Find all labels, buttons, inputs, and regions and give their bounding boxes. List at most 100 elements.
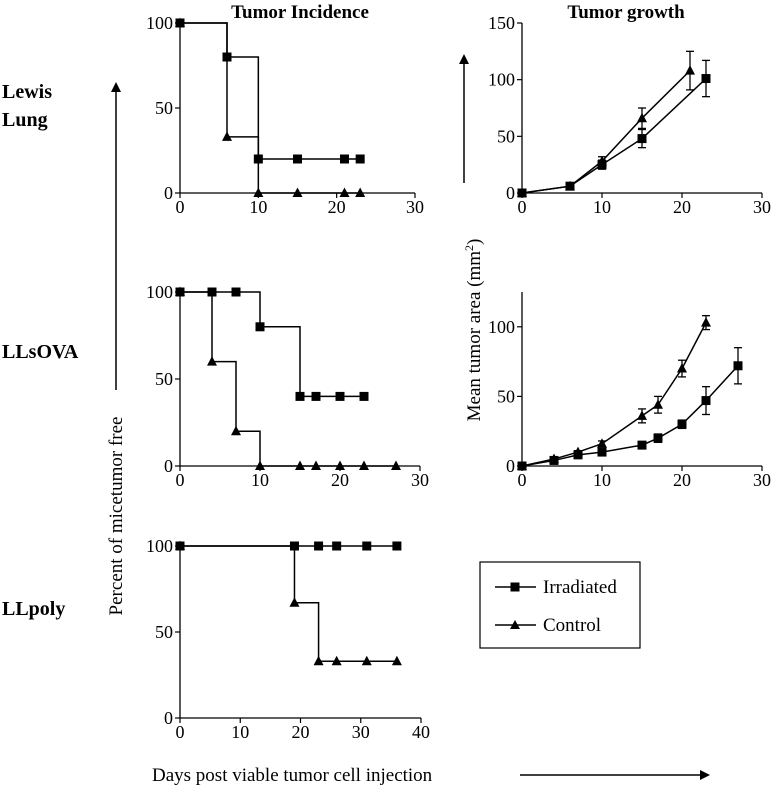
y-tick-label: 0	[506, 183, 515, 203]
row-label-llsova: LLsOVA	[2, 341, 79, 363]
data-point-irradiated	[677, 419, 687, 429]
data-point-control	[295, 460, 305, 470]
data-point-control	[565, 180, 575, 191]
data-point-control	[597, 155, 607, 166]
data-point-control	[335, 460, 345, 470]
y-tick-label: 100	[488, 317, 515, 337]
x-tick-label: 20	[673, 197, 691, 217]
data-point-irradiated	[733, 361, 743, 371]
x-tick-label: 20	[328, 197, 346, 217]
x-tick-label: 10	[251, 470, 269, 490]
legend-marker-control	[510, 620, 520, 629]
left-axis-label: Percent of micetumor free	[106, 417, 127, 616]
x-tick-label: 10	[249, 197, 267, 217]
row-label-llpoly: LLpoly	[2, 598, 65, 620]
series-line-irradiated	[521, 365, 739, 467]
data-point-control	[361, 655, 372, 666]
x-tick-label: 0	[176, 470, 185, 490]
y-tick-label: 50	[155, 369, 173, 389]
x-tick-label: 0	[518, 470, 527, 490]
panel-llpoly-incidence: 0 50 100 0 10 20 30 40	[146, 536, 430, 742]
data-point-control	[597, 438, 607, 448]
x-tick-label: 0	[176, 197, 185, 217]
data-point-control	[253, 187, 264, 197]
x-tick-label: 10	[231, 722, 249, 742]
data-point-control	[359, 460, 369, 470]
x-tick-label: 0	[518, 197, 527, 217]
data-point-control	[573, 446, 583, 457]
data-point-control	[231, 425, 241, 436]
right-axis-label: Mean tumor area (mm2)	[462, 239, 485, 422]
legend-box	[479, 561, 641, 649]
data-point-irradiated	[701, 74, 711, 84]
x-tick-label: 0	[176, 722, 185, 742]
x-tick-label: 20	[673, 470, 691, 490]
data-point-irradiated	[637, 134, 647, 144]
data-point-irradiated	[701, 396, 711, 406]
data-point-control	[222, 131, 232, 141]
y-tick-label: 150	[488, 13, 515, 33]
legend: Irradiated Control	[479, 561, 641, 649]
data-point-control	[637, 410, 647, 420]
legend-label-control: Control	[543, 615, 601, 636]
data-point-control	[175, 17, 185, 27]
series-line-control	[521, 70, 691, 194]
column-title-incidence: Tumor Incidence	[231, 2, 369, 23]
data-point-control	[517, 187, 527, 197]
legend-label-irradiated: Irradiated	[543, 577, 617, 598]
data-point-control	[313, 655, 324, 666]
series-line-control	[180, 545, 397, 662]
y-tick-label: 100	[146, 13, 173, 33]
y-tick-label: 100	[488, 70, 515, 90]
data-point-irradiated	[637, 440, 647, 450]
data-point-control	[677, 363, 687, 373]
data-point-control	[355, 187, 366, 197]
data-point-irradiated	[362, 541, 372, 551]
y-tick-label: 0	[164, 456, 173, 476]
data-point-control	[311, 460, 321, 470]
data-point-control	[653, 399, 663, 409]
x-tick-label: 30	[406, 197, 424, 217]
data-point-control	[391, 655, 402, 666]
panel-llsova-incidence: 0 50 100 0 10 20 30	[146, 282, 429, 490]
row-label-lewis-line2: Lung	[2, 109, 48, 131]
data-point-irradiated	[359, 391, 369, 401]
data-point-irradiated	[392, 541, 402, 551]
series-line-control	[521, 322, 707, 467]
x-tick-label: 30	[352, 722, 370, 742]
data-point-irradiated	[311, 391, 321, 401]
y-tick-label: 50	[155, 98, 173, 118]
data-point-control	[175, 540, 185, 550]
data-point-control	[637, 112, 647, 123]
y-tick-label: 100	[146, 536, 173, 556]
data-point-irradiated	[332, 541, 342, 551]
data-point-irradiated	[597, 447, 607, 457]
data-point-control	[685, 65, 695, 75]
series-line-irradiated	[180, 291, 364, 398]
data-point-irradiated	[293, 154, 302, 164]
x-tick-label: 20	[292, 722, 310, 742]
series-line-irradiated	[521, 77, 707, 194]
x-tick-label: 10	[593, 470, 611, 490]
data-point-irradiated	[295, 391, 305, 401]
data-point-irradiated	[255, 322, 265, 332]
data-point-control	[289, 597, 300, 607]
x-tick-label: 30	[753, 197, 771, 217]
data-point-control	[207, 356, 217, 366]
data-point-irradiated	[355, 154, 365, 164]
y-tick-label: 50	[155, 622, 173, 642]
y-tick-label: 0	[164, 183, 173, 203]
data-point-control	[339, 187, 350, 197]
legend-marker-irradiated	[510, 582, 520, 592]
panel-lewis-growth: 0 50 100 150 0 10 20 30	[488, 13, 771, 217]
data-point-irradiated	[231, 287, 241, 297]
data-point-control	[517, 460, 527, 470]
x-tick-label: 30	[411, 470, 429, 490]
data-point-irradiated	[335, 391, 345, 401]
y-tick-label: 50	[497, 126, 515, 146]
bottom-axis-label: Days post viable tumor cell injection	[152, 765, 433, 786]
data-point-control	[255, 460, 265, 470]
y-tick-label: 100	[146, 282, 173, 302]
series-line-control	[180, 291, 396, 467]
